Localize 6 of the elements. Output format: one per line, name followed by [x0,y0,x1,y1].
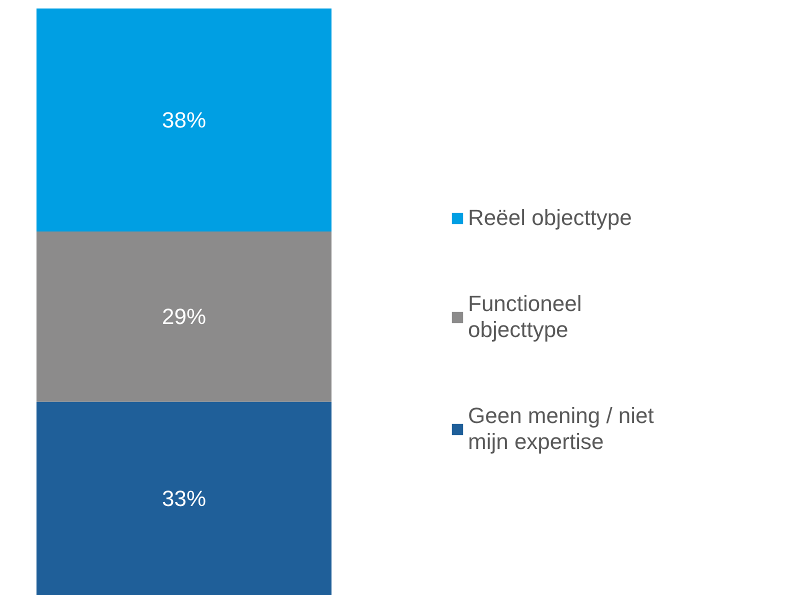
data-label: 33% [162,486,206,512]
data-label: 38% [162,108,206,133]
legend-label: Functioneel objecttype [468,291,582,343]
legend-label: Reëel objecttype [468,205,632,231]
data-label: 29% [162,304,206,330]
legend-label: Geen mening / niet mijn expertise [468,403,654,455]
